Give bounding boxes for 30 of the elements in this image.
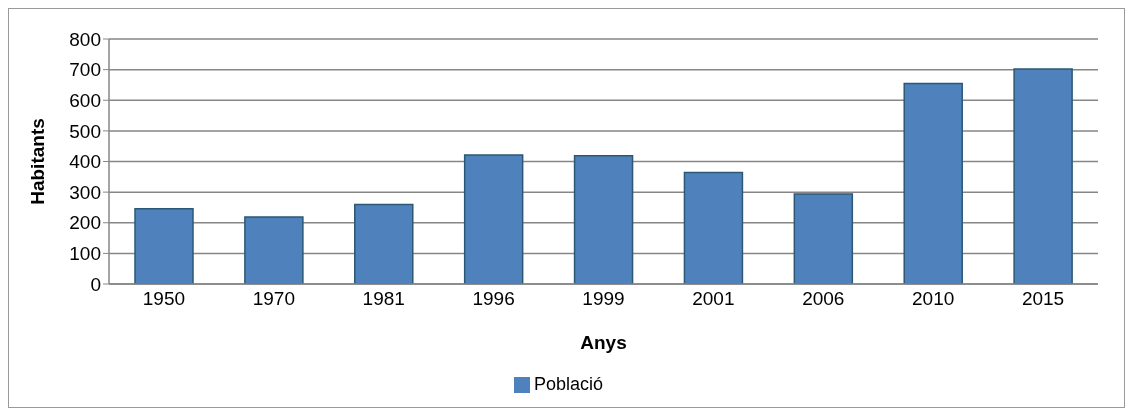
y-tick-label: 400 [69, 151, 101, 173]
y-tick-label: 500 [69, 120, 101, 142]
bar [573, 154, 634, 284]
bar [903, 82, 963, 284]
x-axis-title: Anys [580, 332, 627, 354]
x-tick-label: 2010 [912, 288, 955, 310]
x-tick-label: 1970 [252, 288, 295, 310]
bar [244, 216, 304, 284]
bar [1013, 68, 1073, 284]
x-tick-label: 1981 [362, 288, 405, 310]
bar [354, 203, 414, 284]
y-tick-label: 300 [69, 181, 101, 203]
x-tick-label: 1999 [582, 288, 625, 310]
y-axis-title: Habitants [26, 118, 48, 205]
x-tick-label: 2015 [1021, 288, 1065, 310]
x-tick-label: 1950 [142, 288, 186, 310]
x-tick-label: 1996 [472, 288, 515, 310]
y-tick-label: 100 [69, 243, 101, 265]
y-tick-label: 0 [90, 273, 101, 295]
bar [134, 207, 194, 284]
legend-label: Població [533, 374, 604, 394]
bar [793, 193, 854, 284]
x-tick-label: 2001 [692, 288, 735, 310]
bar [683, 171, 744, 284]
y-tick-label: 600 [69, 90, 101, 111]
y-tick-label: 700 [69, 59, 101, 81]
bar [463, 154, 524, 284]
y-tick-label: 200 [69, 212, 101, 234]
y-tick-label: 800 [69, 28, 101, 50]
x-tick-label: 2006 [802, 288, 845, 310]
